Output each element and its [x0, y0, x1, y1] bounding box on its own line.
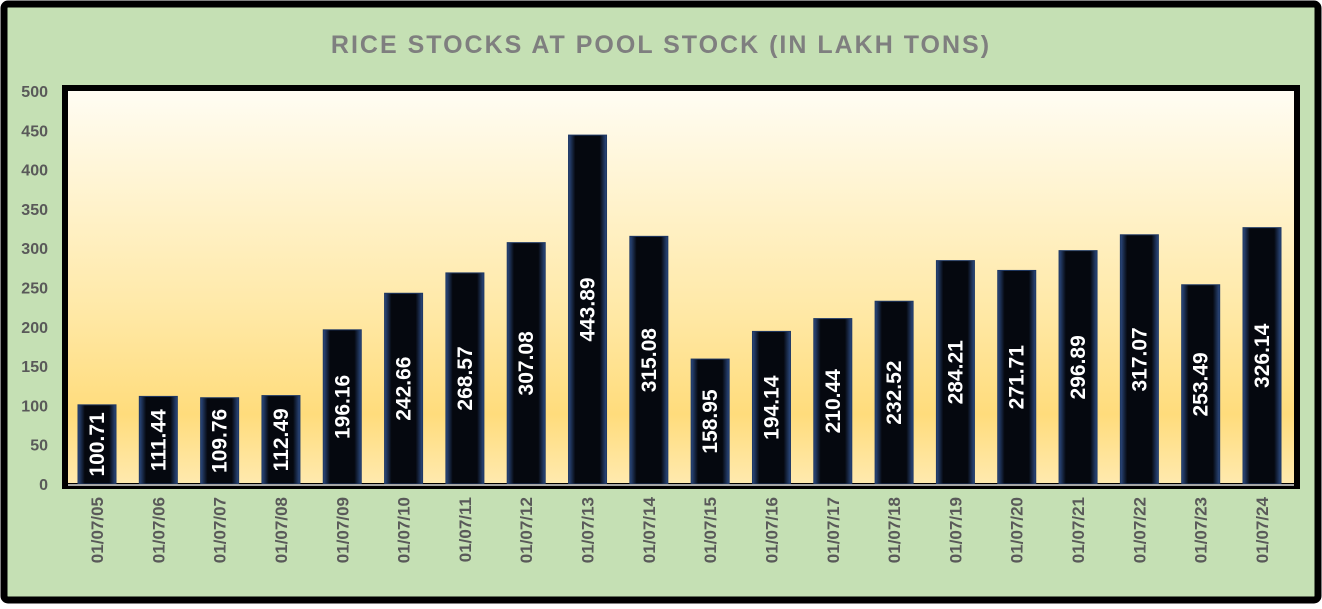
- x-tick-label: 01/07/15: [701, 497, 720, 563]
- bar-value-label: 158.95: [699, 389, 722, 454]
- chart-title: RICE STOCKS AT POOL STOCK (IN LAKH TONS): [331, 31, 991, 59]
- bar: [1242, 227, 1282, 485]
- x-tick-label: 01/07/21: [1069, 497, 1088, 563]
- bar-value-label: 271.71: [1006, 345, 1029, 410]
- bar-value-label: 315.08: [638, 328, 661, 393]
- y-tick-label: 350: [21, 202, 48, 219]
- bar: [200, 397, 240, 485]
- plot-area: [62, 85, 1300, 489]
- x-tick-label: 01/07/13: [579, 497, 598, 563]
- bar: [1119, 234, 1159, 485]
- x-tick-label: 01/07/07: [211, 497, 230, 563]
- bar-value-label: 194.14: [760, 375, 783, 440]
- x-tick-label: 01/07/23: [1192, 497, 1211, 563]
- bar-value-label: 307.08: [515, 331, 538, 396]
- bar-value-label: 232.52: [883, 361, 906, 425]
- bar: [568, 134, 608, 485]
- x-tick-label: 01/07/09: [333, 497, 352, 563]
- bar-value-label: 284.21: [944, 340, 967, 405]
- bar: [813, 318, 853, 485]
- bar-value-label: 268.57: [454, 346, 477, 410]
- bar: [445, 272, 485, 485]
- bar: [997, 269, 1037, 485]
- x-tick-label: 01/07/12: [517, 497, 536, 563]
- y-tick-label: 150: [21, 359, 48, 376]
- x-tick-label: 01/07/18: [885, 497, 904, 563]
- x-tick-label: 01/07/17: [824, 497, 843, 563]
- x-tick-label: 01/07/24: [1253, 496, 1272, 563]
- bar: [506, 242, 546, 485]
- bar-value-label: 100.71: [86, 412, 109, 477]
- y-tick-label: 100: [21, 398, 48, 415]
- bar: [1058, 250, 1098, 485]
- bar-value-label: 109.76: [209, 409, 232, 473]
- y-tick-label: 400: [21, 163, 48, 180]
- bar-value-label: 196.16: [331, 375, 354, 439]
- bar-value-label: 296.89: [1067, 335, 1090, 399]
- y-tick-label: 200: [21, 320, 48, 337]
- x-tick-label: 01/07/05: [88, 497, 107, 563]
- bar-value-label: 242.66: [393, 357, 416, 421]
- x-tick-label: 01/07/10: [395, 497, 414, 563]
- x-tick-label: 01/07/11: [456, 497, 475, 562]
- bar: [874, 300, 914, 485]
- bar-value-label: 443.89: [577, 277, 600, 341]
- x-tick-label: 01/07/22: [1130, 497, 1149, 563]
- y-tick-label: 0: [39, 477, 48, 494]
- bar-value-label: 253.49: [1190, 352, 1213, 416]
- bar: [935, 260, 975, 485]
- bar-value-label: 317.07: [1128, 327, 1151, 391]
- x-tick-label: 01/07/14: [640, 496, 659, 563]
- bar: [629, 235, 669, 485]
- bar-value-label: 111.44: [147, 409, 170, 471]
- bar-value-label: 112.49: [270, 408, 293, 471]
- y-tick-label: 450: [21, 123, 48, 140]
- x-tick-label: 01/07/19: [946, 497, 965, 563]
- x-tick-label: 01/07/06: [149, 497, 168, 563]
- y-tick-label: 250: [21, 281, 48, 298]
- x-tick-label: 01/07/16: [762, 497, 781, 563]
- bar: [77, 404, 117, 485]
- x-tick-label: 01/07/20: [1008, 497, 1027, 563]
- bar: [1181, 284, 1221, 485]
- bar-value-label: 326.14: [1251, 323, 1274, 388]
- bar-value-label: 210.44: [822, 369, 845, 434]
- bar: [751, 330, 791, 485]
- x-tick-label: 01/07/08: [272, 497, 291, 563]
- bar: [138, 395, 178, 485]
- y-tick-label: 500: [21, 84, 48, 101]
- y-tick-label: 50: [30, 438, 48, 455]
- y-tick-label: 300: [21, 241, 48, 258]
